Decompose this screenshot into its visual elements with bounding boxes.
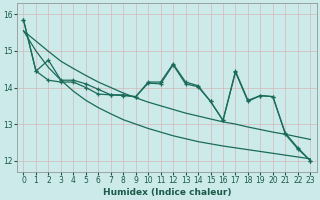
- X-axis label: Humidex (Indice chaleur): Humidex (Indice chaleur): [103, 188, 231, 197]
